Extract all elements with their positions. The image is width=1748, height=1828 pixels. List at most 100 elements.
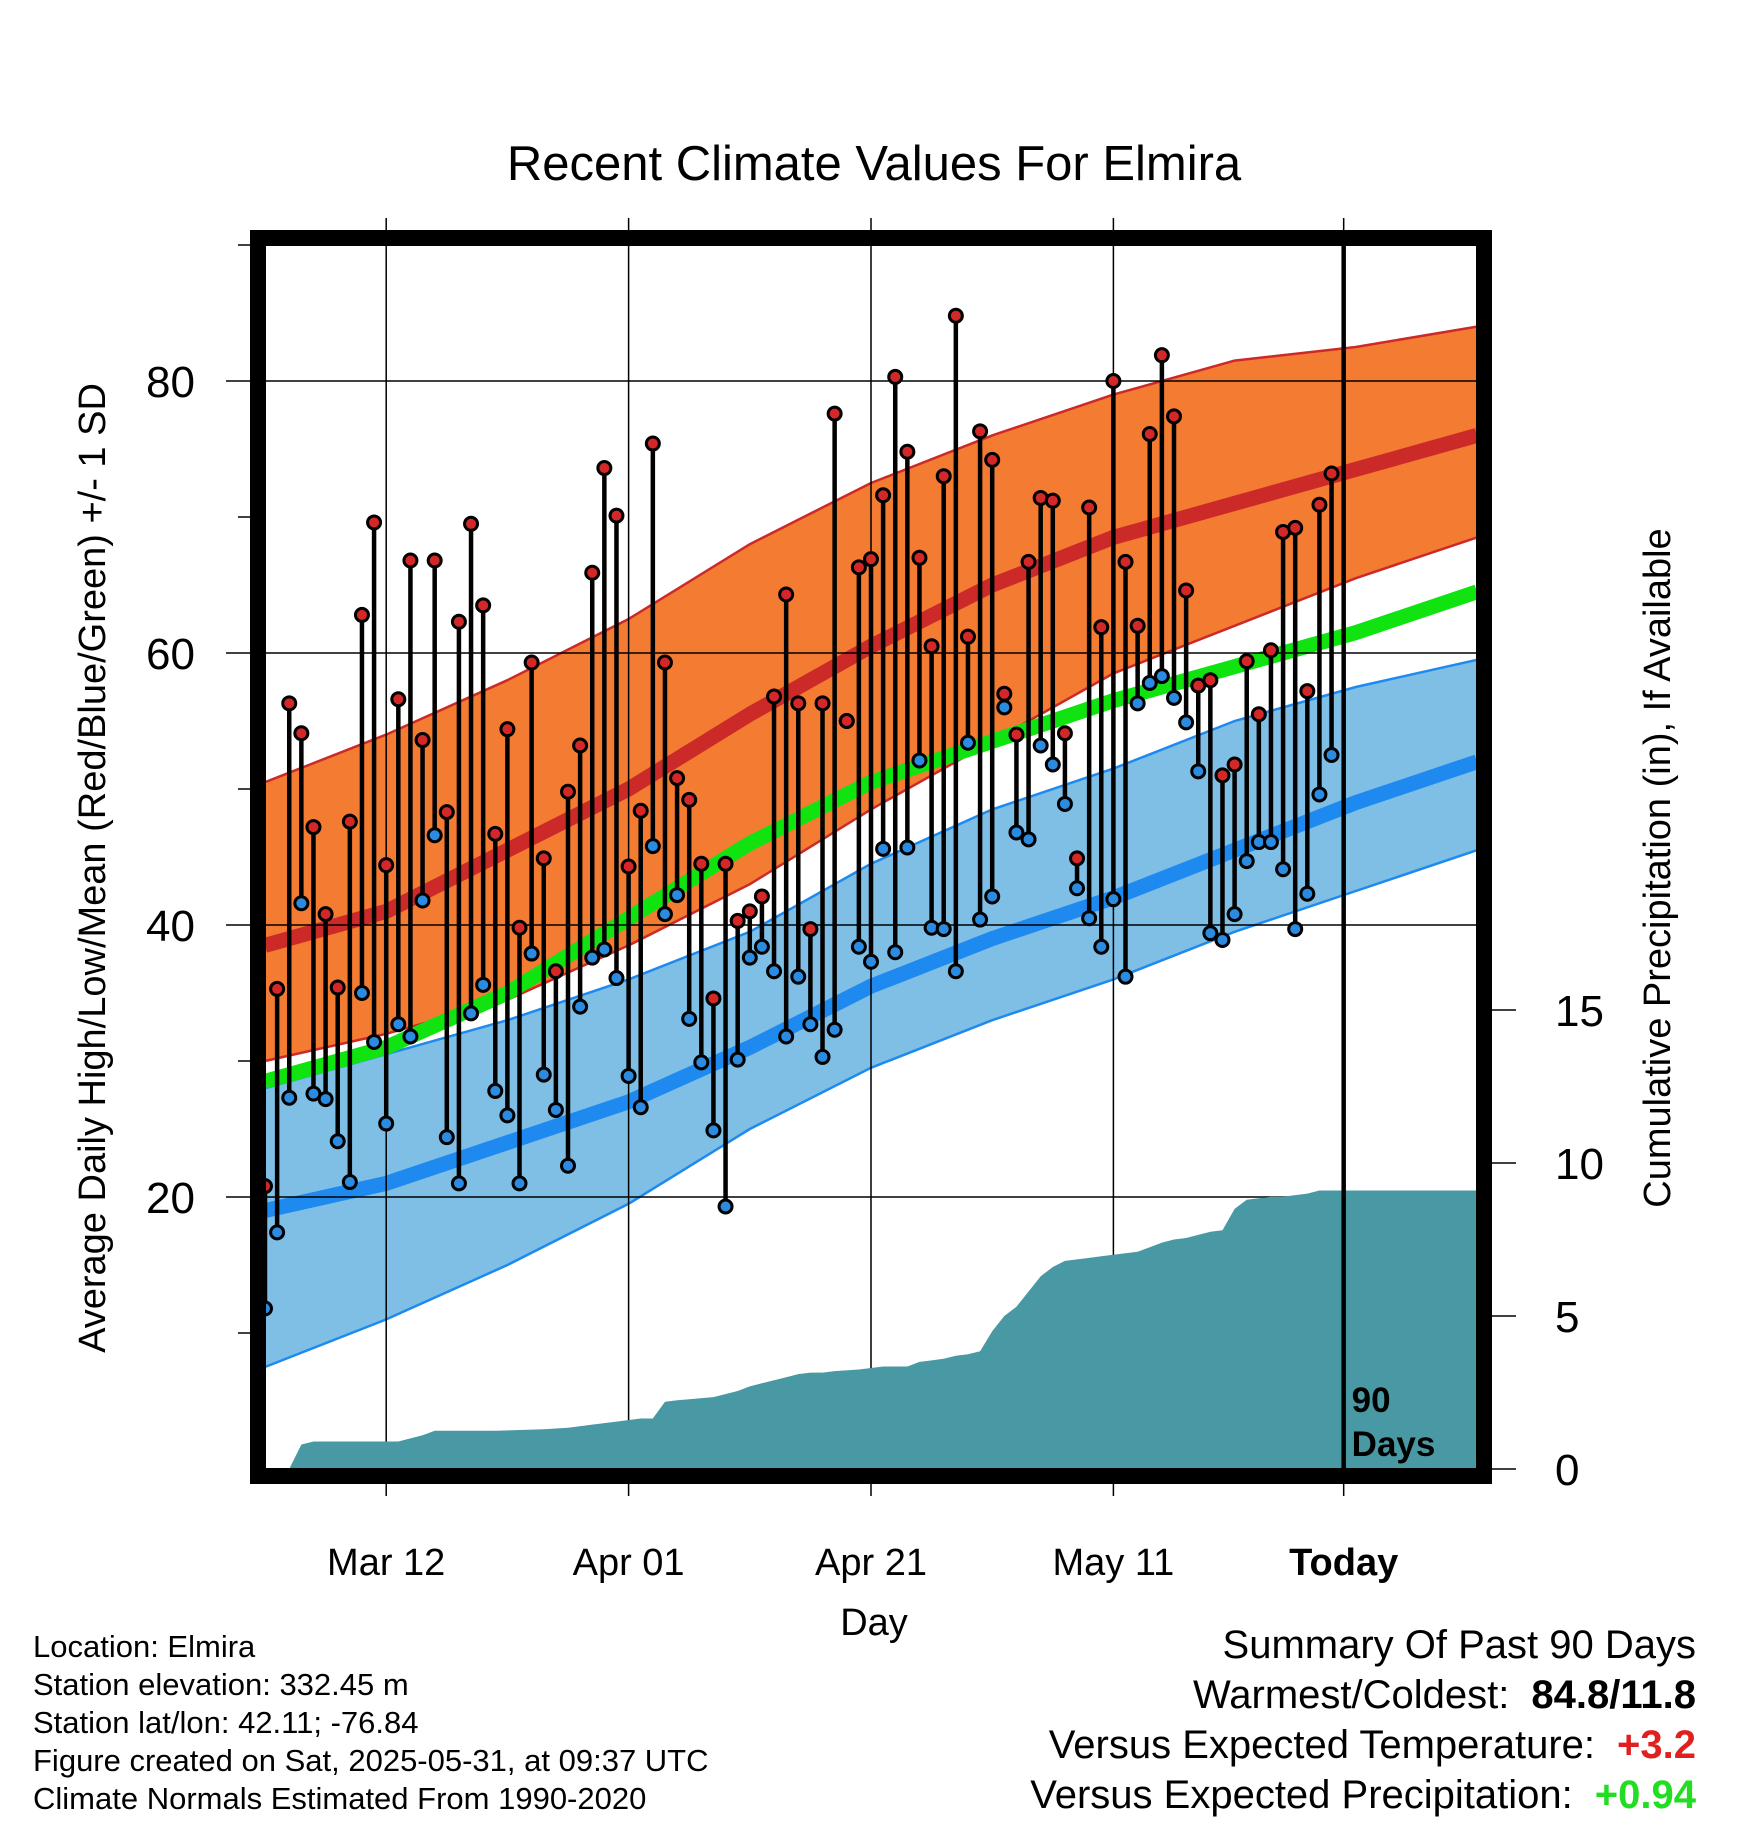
daily-low-point bbox=[814, 1048, 831, 1065]
summary-temp-label: Versus Expected Temperature: bbox=[1048, 1723, 1596, 1767]
daily-high-point bbox=[766, 688, 783, 705]
info-elevation: Station elevation: 332.45 m bbox=[33, 1667, 409, 1702]
daily-high-point bbox=[608, 507, 625, 524]
station-info: Location: Elmira Station elevation: 332.… bbox=[33, 1628, 709, 1818]
daily-high-point bbox=[305, 819, 322, 836]
daily-low-point bbox=[911, 752, 928, 769]
daily-low-point bbox=[705, 1122, 722, 1139]
daily-high-point bbox=[1008, 726, 1025, 743]
daily-low-point bbox=[790, 968, 807, 985]
daily-high-point bbox=[523, 654, 540, 671]
y-axis-right-label: Cumulative Precipitation (in), If Availa… bbox=[1637, 528, 1679, 1207]
daily-low-point bbox=[1178, 714, 1195, 731]
daily-high-point bbox=[414, 732, 431, 749]
y-left-tick-label: 40 bbox=[146, 902, 195, 951]
daily-low-point bbox=[935, 921, 952, 938]
daily-low-point bbox=[1044, 756, 1061, 773]
daily-high-point bbox=[923, 638, 940, 655]
daily-low-point bbox=[329, 1133, 346, 1150]
daily-high-point bbox=[269, 980, 286, 997]
summary-warm-value: 84.8/11.8 bbox=[1531, 1673, 1696, 1717]
daily-high-point bbox=[1153, 347, 1170, 364]
daily-low-point bbox=[1093, 938, 1110, 955]
daily-high-point bbox=[572, 737, 589, 754]
daily-high-point bbox=[317, 906, 334, 923]
daily-low-point bbox=[511, 1175, 528, 1192]
daily-high-point bbox=[644, 435, 661, 452]
summary-title: Summary Of Past 90 Days bbox=[1222, 1623, 1696, 1667]
daily-low-point bbox=[366, 1033, 383, 1050]
daily-low-point bbox=[1299, 885, 1316, 902]
daily-high-point bbox=[1129, 617, 1146, 634]
daily-low-point bbox=[875, 840, 892, 857]
daily-high-point bbox=[1166, 408, 1182, 425]
daily-low-point bbox=[353, 985, 370, 1001]
daily-high-point bbox=[1117, 553, 1134, 570]
daily-low-point bbox=[729, 1051, 746, 1068]
x-tick-label: May 11 bbox=[1053, 1542, 1175, 1584]
daily-low-point bbox=[475, 976, 492, 993]
daily-low-point bbox=[584, 949, 601, 966]
daily-low-point bbox=[753, 938, 770, 955]
daily-low-point bbox=[802, 1016, 819, 1033]
daily-low-point bbox=[947, 963, 964, 980]
daily-low-point bbox=[1129, 695, 1146, 712]
daily-high-point bbox=[1214, 767, 1231, 784]
daily-low-point bbox=[1226, 906, 1243, 923]
x-tick-label: Apr 01 bbox=[573, 1542, 685, 1584]
daily-high-point bbox=[729, 912, 746, 929]
daily-low-point bbox=[390, 1016, 407, 1033]
y-right-tick-label: 0 bbox=[1555, 1446, 1579, 1495]
summary-panel: Summary Of Past 90 Days Warmest/Coldest:… bbox=[1030, 1620, 1696, 1820]
daily-high-point bbox=[741, 903, 758, 920]
daily-high-point bbox=[402, 552, 419, 569]
chart-title: Recent Climate Values For Elmira bbox=[507, 137, 1242, 191]
daily-low-point bbox=[378, 1115, 395, 1132]
daily-low-point bbox=[1141, 674, 1158, 691]
daily-low-point bbox=[1262, 834, 1279, 851]
daily-high-point bbox=[450, 613, 467, 630]
daily-high-point bbox=[802, 921, 819, 938]
daily-low-point bbox=[1202, 925, 1219, 942]
daily-low-point bbox=[656, 906, 673, 923]
summary-precip-label: Versus Expected Precipitation: bbox=[1030, 1773, 1573, 1817]
x-axis-label: Day bbox=[840, 1602, 908, 1644]
daily-low-point bbox=[959, 734, 976, 751]
info-created: Figure created on Sat, 2025-05-31, at 09… bbox=[33, 1743, 709, 1778]
daily-high-point bbox=[1238, 653, 1255, 670]
daily-high-point bbox=[753, 888, 770, 905]
daily-low-point bbox=[1214, 931, 1231, 948]
daily-high-point bbox=[790, 695, 807, 712]
daily-low-point bbox=[596, 941, 613, 958]
daily-low-point bbox=[693, 1054, 710, 1071]
daily-low-point bbox=[341, 1174, 358, 1191]
daily-high-point bbox=[426, 552, 443, 569]
daily-high-point bbox=[632, 802, 649, 819]
daily-low-point bbox=[426, 827, 443, 844]
daily-high-point bbox=[1093, 619, 1110, 636]
daily-high-point bbox=[996, 685, 1013, 702]
daily-high-point bbox=[681, 791, 698, 808]
daily-high-point bbox=[1141, 426, 1158, 443]
daily-high-point bbox=[826, 405, 843, 422]
plot-frame bbox=[250, 230, 1492, 1484]
daily-low-point bbox=[826, 1021, 843, 1038]
daily-low-point bbox=[1190, 763, 1207, 780]
daily-low-point bbox=[1287, 921, 1304, 938]
daily-low-point bbox=[535, 1066, 552, 1083]
daily-high-point bbox=[972, 423, 989, 440]
daily-high-point bbox=[1311, 496, 1328, 513]
y-left-tick-label: 80 bbox=[146, 358, 195, 407]
daily-low-point bbox=[766, 963, 783, 980]
daily-high-point bbox=[887, 368, 904, 385]
daily-low-point bbox=[1166, 689, 1182, 706]
daily-low-point bbox=[523, 945, 540, 962]
daily-high-point bbox=[620, 858, 637, 875]
daily-low-point bbox=[778, 1028, 795, 1045]
daily-high-point bbox=[1069, 850, 1086, 867]
daily-low-point bbox=[1069, 880, 1086, 897]
daily-low-point bbox=[499, 1107, 516, 1124]
daily-low-point bbox=[1311, 786, 1328, 803]
daily-high-point bbox=[1020, 553, 1037, 570]
